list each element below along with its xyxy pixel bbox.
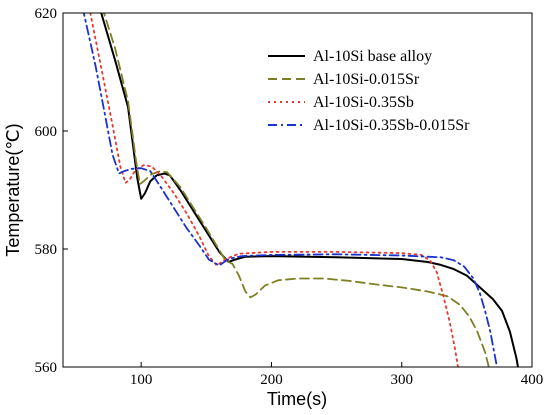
y-tick-label: 560	[35, 360, 58, 376]
y-tick-label: 620	[35, 6, 58, 22]
plot-frame	[62, 12, 533, 368]
x-tick-label: 300	[390, 372, 413, 388]
legend-label-1: Al-10Si base alloy	[313, 48, 432, 65]
y-tick-label: 600	[35, 124, 58, 140]
legend: Al-10Si base alloy Al-10Si-0.015Sr Al-10Si…	[268, 48, 470, 134]
x-tick-label: 400	[521, 372, 544, 388]
series-line-3	[89, 13, 459, 367]
series-line-2	[103, 13, 490, 367]
ticks-layer: 100 200 300 400 560 580 600 620	[35, 6, 544, 388]
x-axis-title: Time(s)	[267, 389, 327, 409]
y-axis-title: Temperature(℃)	[3, 123, 23, 256]
y-tick-label: 580	[35, 242, 58, 258]
series-line-4	[82, 13, 498, 367]
legend-label-4: Al-10Si-0.35Sb-0.015Sr	[313, 117, 470, 134]
series-layer	[82, 13, 519, 367]
legend-label-2: Al-10Si-0.015Sr	[313, 71, 420, 88]
legend-label-3: Al-10Si-0.35Sb	[313, 94, 414, 111]
x-tick-label: 200	[260, 372, 283, 388]
series-line-1	[100, 13, 519, 367]
x-tick-label: 100	[130, 372, 153, 388]
